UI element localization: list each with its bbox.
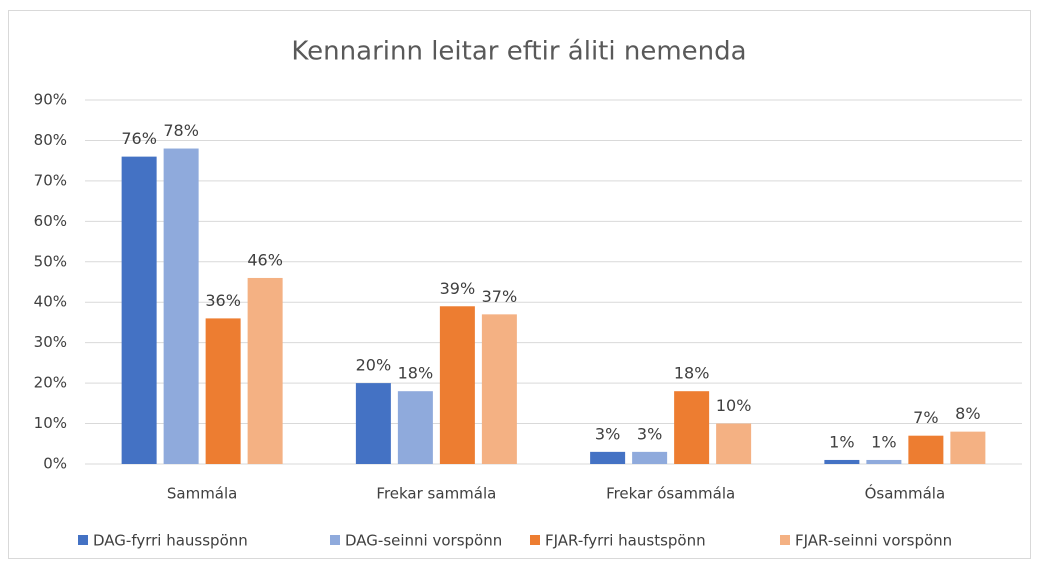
bar <box>397 391 433 464</box>
value-label: 36% <box>205 291 241 310</box>
bar <box>247 277 283 464</box>
legend-swatch <box>330 535 340 545</box>
bar <box>674 391 710 464</box>
chart-title: Kennarinn leitar eftir áliti nemenda <box>291 37 746 67</box>
bar <box>866 459 902 464</box>
y-tick-label: 70% <box>34 171 67 189</box>
bar <box>439 306 475 464</box>
bar <box>121 156 157 464</box>
legend-swatch <box>78 535 88 545</box>
value-label: 3% <box>637 424 662 443</box>
legend-swatch <box>780 535 790 545</box>
y-tick-label: 50% <box>34 252 67 270</box>
value-label: 18% <box>674 364 710 383</box>
bar <box>355 383 391 464</box>
bar <box>590 451 626 464</box>
value-label: 7% <box>913 408 938 427</box>
value-label: 18% <box>398 364 434 383</box>
legend-swatch <box>530 535 540 545</box>
value-label: 39% <box>440 279 476 298</box>
value-label: 3% <box>595 424 620 443</box>
bar <box>908 435 944 464</box>
x-tick-label: Ósammála <box>865 484 946 503</box>
value-label: 78% <box>163 121 199 140</box>
value-label: 8% <box>955 404 980 423</box>
bar <box>163 148 199 465</box>
value-label: 37% <box>482 287 518 306</box>
value-label: 46% <box>247 250 283 269</box>
bar <box>632 451 668 464</box>
bar <box>205 318 241 464</box>
legend-label: FJAR-fyrri haustspönn <box>545 532 706 550</box>
x-tick-label: Frekar sammála <box>376 485 496 503</box>
value-label: 1% <box>829 432 854 451</box>
bar <box>716 423 752 464</box>
legend-label: DAG-seinni vorspönn <box>345 532 502 550</box>
bar <box>481 314 517 464</box>
y-tick-label: 40% <box>34 293 67 311</box>
value-label: 20% <box>356 356 392 375</box>
y-tick-label: 30% <box>34 333 67 351</box>
y-tick-label: 10% <box>34 414 67 432</box>
y-tick-label: 90% <box>34 91 67 109</box>
y-tick-label: 60% <box>34 212 67 230</box>
y-tick-label: 20% <box>34 374 67 392</box>
bar <box>950 431 986 464</box>
legend-label: FJAR-seinni vorspönn <box>795 532 952 550</box>
x-tick-label: Sammála <box>167 485 238 503</box>
chart-frame <box>8 10 1031 559</box>
y-tick-label: 0% <box>43 455 67 473</box>
value-label: 10% <box>716 396 752 415</box>
y-tick-label: 80% <box>34 131 67 149</box>
value-label: 1% <box>871 432 896 451</box>
bar <box>824 459 860 464</box>
value-label: 76% <box>121 129 157 148</box>
legend-label: DAG-fyrri hausspönn <box>93 532 248 550</box>
x-tick-label: Frekar ósammála <box>606 485 735 503</box>
